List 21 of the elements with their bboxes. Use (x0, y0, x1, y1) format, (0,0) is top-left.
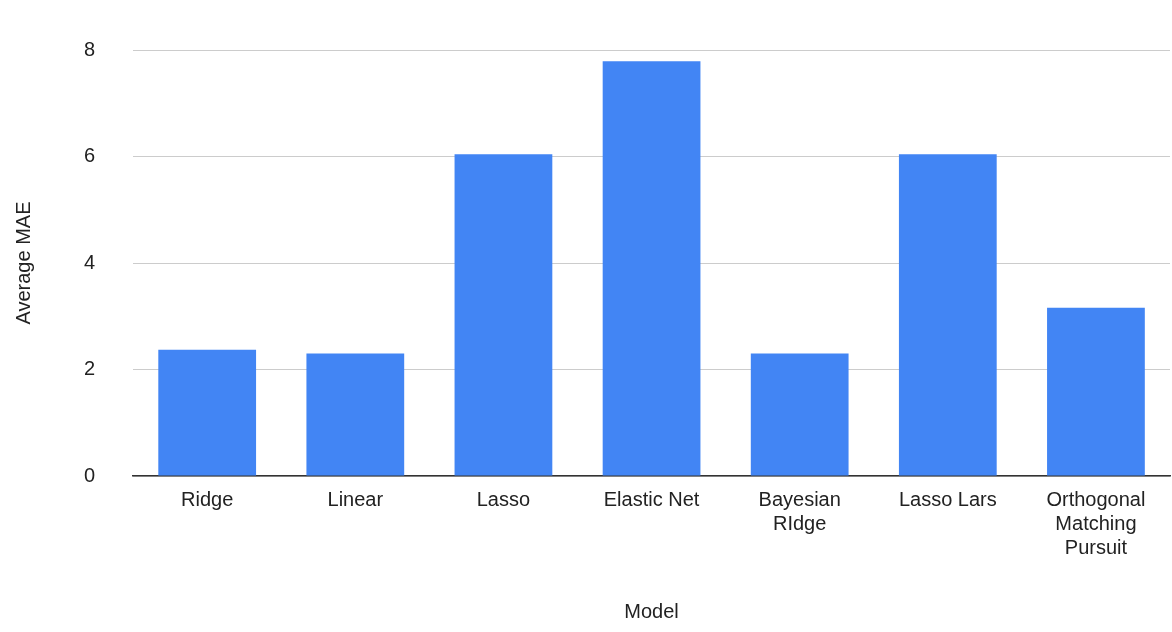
bar (454, 154, 553, 476)
x-tick-label: Ridge (181, 487, 234, 510)
x-tick-label: Lasso (476, 487, 531, 510)
y-tick-label: 2 (84, 357, 96, 380)
x-tick-label: Orthogonal Matching Pursuit (1046, 487, 1146, 558)
y-tick-label: 8 (84, 37, 96, 60)
x-tick-label: Lasso Lars (898, 487, 997, 510)
bar (750, 353, 849, 476)
y-axis-title: Average MAE (11, 201, 34, 325)
bar (1047, 307, 1145, 476)
y-tick-label: 4 (84, 250, 96, 273)
x-axis-title: Model (624, 599, 679, 622)
bar (898, 154, 997, 476)
y-tick-label: 6 (84, 144, 96, 167)
bar (306, 353, 405, 476)
bar (158, 349, 257, 476)
x-tick-label: Bayesian RIdge (758, 487, 841, 534)
bar (602, 61, 701, 476)
x-tick-label: Linear (327, 487, 384, 510)
x-tick-label: Elastic Net (603, 487, 700, 510)
y-tick-label: 0 (84, 463, 96, 486)
